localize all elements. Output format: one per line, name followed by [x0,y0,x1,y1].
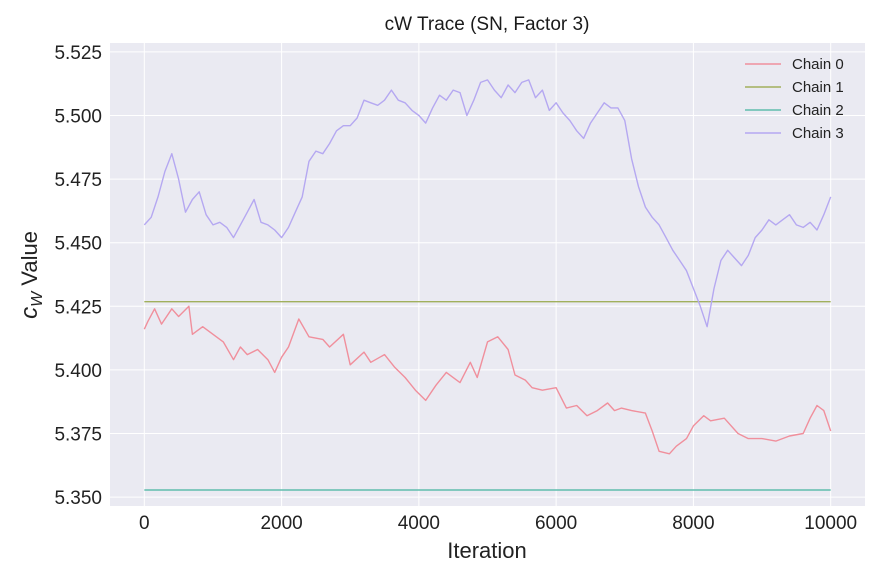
x-tick-label: 2000 [260,513,302,534]
legend: Chain 0 Chain 1 Chain 2 Chain 3 [745,56,844,142]
y-axis-label-rest: Value [17,231,42,292]
x-tick-label: 0 [139,513,150,534]
series-lines [143,79,832,491]
y-axis-label-sub: W [29,290,46,307]
y-tick-label: 5.425 [54,297,102,318]
x-axis-label: Iteration [447,538,527,563]
x-tick-label: 8000 [672,513,714,534]
legend-label: Chain 1 [792,79,844,96]
legend-label: Chain 3 [792,125,844,142]
y-axis-label-var: c [16,307,43,319]
y-tick-label: 5.350 [54,488,102,509]
y-tick-label: 5.500 [54,107,102,128]
y-tick-label: 5.475 [54,170,102,191]
y-tick-label: 5.450 [54,234,102,255]
y-tick-label: 5.525 [54,43,102,64]
x-tick-label: 10000 [804,513,857,534]
y-axis-label: cW Value [16,231,46,319]
plot-area [110,43,865,506]
series-line-chain-3 [143,79,832,328]
x-tick-label: 6000 [535,513,577,534]
x-tick-label: 4000 [398,513,440,534]
x-tick-labels: 0 2000 4000 6000 8000 10000 [139,513,857,534]
legend-label: Chain 0 [792,56,844,73]
y-tick-label: 5.400 [54,361,102,382]
chart-title: cW Trace (SN, Factor 3) [385,14,590,35]
y-tick-labels: 5.350 5.375 5.400 5.425 5.450 5.475 5.500 5.525 [54,43,102,509]
legend-label: Chain 2 [792,102,844,119]
grid-lines [110,43,865,506]
series-line-chain-0 [143,305,832,455]
y-tick-label: 5.375 [54,424,102,445]
